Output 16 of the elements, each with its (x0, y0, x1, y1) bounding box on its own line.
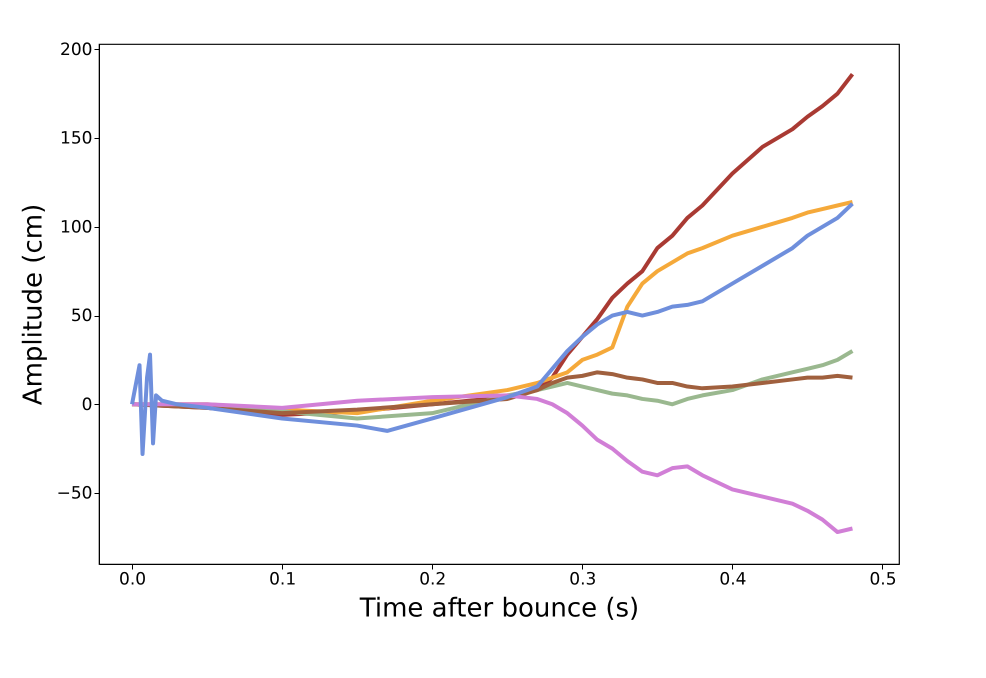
y-axis-title: Amplitude (cm) (18, 204, 49, 406)
y-tick-label: 0 (82, 394, 92, 415)
x-tick-label: 0.3 (569, 570, 596, 590)
x-tick-label: 0.2 (419, 570, 446, 590)
y-tick-label: −50 (56, 484, 92, 504)
x-tick-label: 0.1 (269, 570, 296, 590)
y-tick-label: 50 (70, 306, 92, 326)
line-series (130, 202, 854, 456)
x-tick-label: 0.5 (869, 570, 897, 590)
x-axis-title: Time after bounce (s) (358, 594, 640, 624)
y-tick-label: 100 (60, 217, 92, 238)
x-tick-label: 0.0 (118, 570, 146, 590)
line-series (130, 393, 854, 534)
y-tick-label: 150 (60, 128, 92, 149)
y-tick-label: 200 (60, 40, 92, 60)
x-tick-label: 0.4 (719, 570, 746, 590)
